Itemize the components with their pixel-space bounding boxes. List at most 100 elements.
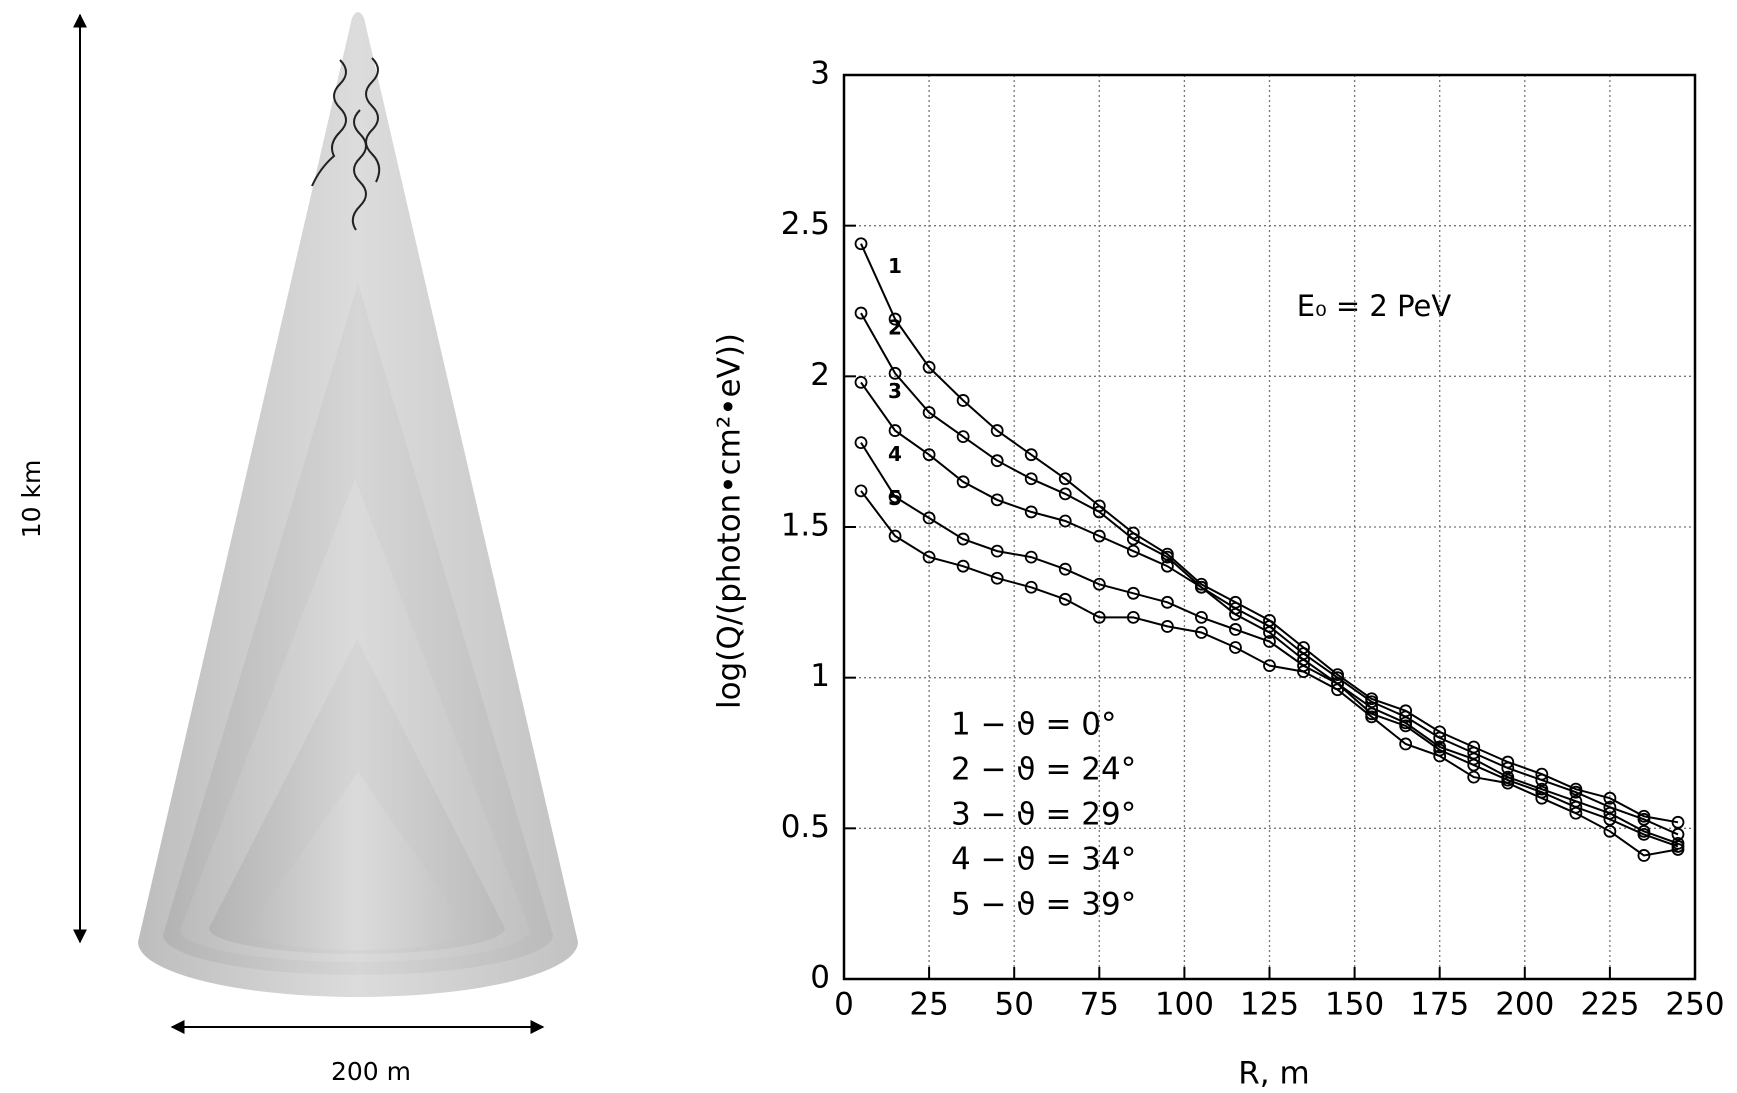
x-tick-label: 50 (994, 987, 1033, 1023)
data-point (1229, 623, 1242, 636)
data-point (1569, 806, 1583, 820)
data-point (1058, 514, 1072, 528)
data-point (1263, 626, 1276, 639)
data-point (1160, 559, 1174, 573)
data-point (1467, 770, 1481, 784)
data-point (1058, 562, 1072, 576)
data-point (990, 493, 1004, 507)
data-point (854, 436, 868, 450)
data-point (1058, 592, 1072, 606)
data-point (1603, 824, 1617, 838)
y-tick-label: 1.5 (781, 508, 830, 544)
data-point (1058, 487, 1072, 501)
data-point (1126, 611, 1140, 624)
x-tick-label: 225 (1580, 987, 1639, 1023)
x-axis-title: R, m (1238, 1056, 1309, 1092)
data-point (1603, 791, 1617, 805)
data-point (1671, 843, 1685, 856)
data-point (990, 544, 1004, 558)
y-tick-label: 0.5 (781, 809, 830, 845)
data-point (956, 394, 970, 407)
data-point (990, 571, 1004, 585)
data-point (1399, 737, 1413, 751)
x-tick-label: 250 (1665, 987, 1724, 1023)
data-point (854, 484, 868, 498)
x-tick-label: 25 (909, 987, 948, 1023)
data-point (888, 424, 902, 437)
data-point (1671, 827, 1685, 841)
data-point (1263, 659, 1276, 673)
data-point (956, 532, 970, 546)
data-point (1535, 791, 1549, 805)
height-label: 10 km (17, 460, 46, 539)
data-point (888, 366, 902, 380)
x-tick-label: 125 (1240, 987, 1299, 1023)
data-point (1024, 448, 1038, 462)
data-point (1637, 849, 1651, 862)
x-tick-label: 150 (1325, 987, 1384, 1023)
plot-frame (842, 73, 1697, 981)
data-point (1229, 641, 1242, 654)
data-point (854, 306, 868, 320)
data-point (1024, 472, 1038, 486)
data-point (1126, 586, 1140, 600)
y-axis-title: log(Q/(photon•cm²•eV)) (712, 333, 748, 709)
data-point (1433, 731, 1447, 745)
data-point (1195, 580, 1208, 594)
data-point (1092, 505, 1106, 519)
data-point (1637, 827, 1651, 841)
curve-label: 4 (888, 442, 902, 466)
y-tick-label: 0 (810, 960, 830, 996)
data-point (1297, 665, 1310, 679)
x-tick-label: 75 (1080, 987, 1119, 1023)
data-point (854, 375, 868, 389)
data-point (888, 529, 902, 543)
x-tick-label: 175 (1410, 987, 1469, 1023)
curve-label: 2 (888, 316, 902, 340)
data-point (1024, 580, 1038, 594)
data-point (1331, 683, 1344, 697)
y-tick-label: 2.5 (781, 206, 830, 242)
data-point (1092, 529, 1106, 543)
curve-label: 5 (888, 486, 902, 510)
width-label: 200 m (331, 1057, 411, 1086)
series-line (860, 490, 1679, 857)
data-point (1433, 749, 1447, 763)
data-point (922, 550, 936, 564)
y-tick-label: 2 (810, 357, 830, 393)
data-point (1024, 550, 1038, 564)
data-point (1365, 710, 1379, 724)
data-point (922, 360, 936, 374)
data-point (1637, 812, 1651, 826)
y-tick-label: 3 (810, 56, 830, 92)
data-point (1160, 620, 1174, 633)
data-point (888, 312, 902, 326)
cone-diagram: 10 km 200 m (17, 12, 578, 1086)
data-point (990, 454, 1004, 468)
data-point (1092, 611, 1106, 624)
data-point (888, 490, 902, 504)
data-point (1160, 550, 1174, 564)
data-point (1535, 773, 1549, 787)
x-tick-label: 0 (834, 987, 854, 1023)
data-point (1195, 611, 1208, 624)
annotation: E₀ = 2 PeV (1297, 289, 1452, 323)
data-point (1501, 761, 1515, 775)
legend-entry: 4 − ϑ = 34° (951, 842, 1136, 878)
data-point (922, 448, 936, 462)
data-point (1263, 635, 1276, 648)
data-point (922, 406, 936, 419)
curve-label: 1 (888, 254, 902, 278)
data-point (956, 559, 970, 573)
y-tick-label: 1 (810, 658, 830, 694)
data-point (1126, 532, 1140, 546)
legend-entry: 5 − ϑ = 39° (951, 887, 1136, 923)
data-point (990, 424, 1004, 437)
legend-entry: 3 − ϑ = 29° (951, 797, 1136, 833)
x-tick-label: 200 (1495, 987, 1554, 1023)
data-point (1195, 626, 1208, 639)
data-point (922, 511, 936, 525)
data-point (1024, 505, 1038, 519)
data-point (1603, 812, 1617, 826)
data-point (1569, 785, 1583, 799)
